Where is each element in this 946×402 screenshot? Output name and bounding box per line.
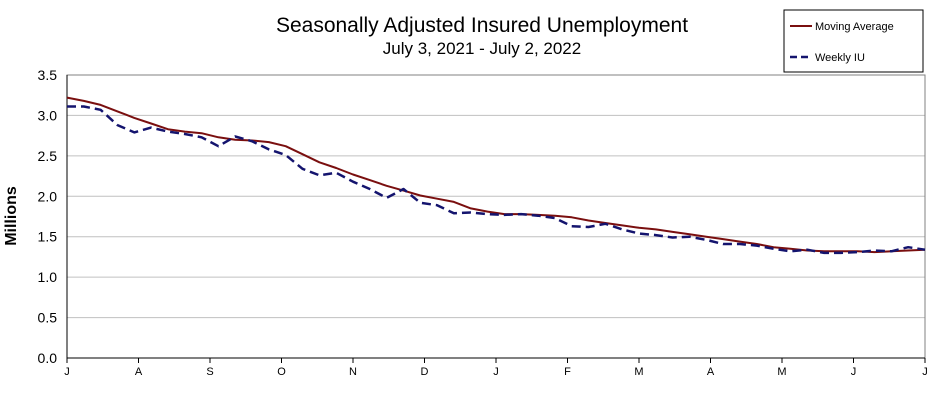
legend-box bbox=[783, 9, 924, 73]
y-tick-label: 0.0 bbox=[38, 350, 58, 366]
x-tick-label: N bbox=[349, 366, 357, 378]
x-tick-label: J bbox=[922, 366, 928, 378]
y-tick-label: 1.0 bbox=[38, 269, 58, 285]
x-tick-label: J bbox=[851, 366, 857, 378]
x-tick-label: S bbox=[206, 366, 213, 378]
y-axis-label: Millions bbox=[3, 186, 20, 246]
plot-border bbox=[66, 74, 926, 359]
x-tick-label: J bbox=[493, 366, 499, 378]
legend: Moving Average Weekly IU bbox=[783, 9, 924, 73]
x-tick-label: M bbox=[777, 366, 786, 378]
x-tick-label: M bbox=[634, 366, 643, 378]
y-tick-label: 0.5 bbox=[38, 310, 58, 326]
y-tick-label: 2.0 bbox=[38, 188, 58, 204]
y-tick-label: 3.5 bbox=[38, 67, 58, 83]
y-tick-label: 2.5 bbox=[38, 148, 58, 164]
x-tick-label: A bbox=[135, 366, 143, 378]
legend-label-moving-average: Moving Average bbox=[815, 21, 894, 33]
plot-area: 0.0 0.5 1.0 1.5 2.0 2.5 3.0 3.5 J A S O N D J F M A M J J bbox=[38, 67, 928, 378]
chart-subtitle: July 3, 2021 - July 2, 2022 bbox=[383, 39, 581, 58]
x-tick-label: J bbox=[64, 366, 70, 378]
chart-title: Seasonally Adjusted Insured Unemployment bbox=[276, 14, 688, 37]
x-tick-label: O bbox=[277, 366, 286, 378]
series-line-weekly-iu bbox=[67, 105, 926, 255]
x-tick-label: A bbox=[707, 366, 715, 378]
x-tick-label: D bbox=[421, 366, 429, 378]
legend-label-weekly-iu: Weekly IU bbox=[815, 52, 865, 64]
x-tick-label: F bbox=[564, 366, 571, 378]
y-tick-label: 3.0 bbox=[38, 107, 58, 123]
series-line-moving-average bbox=[66, 96, 926, 254]
y-tick-label: 1.5 bbox=[38, 229, 58, 245]
